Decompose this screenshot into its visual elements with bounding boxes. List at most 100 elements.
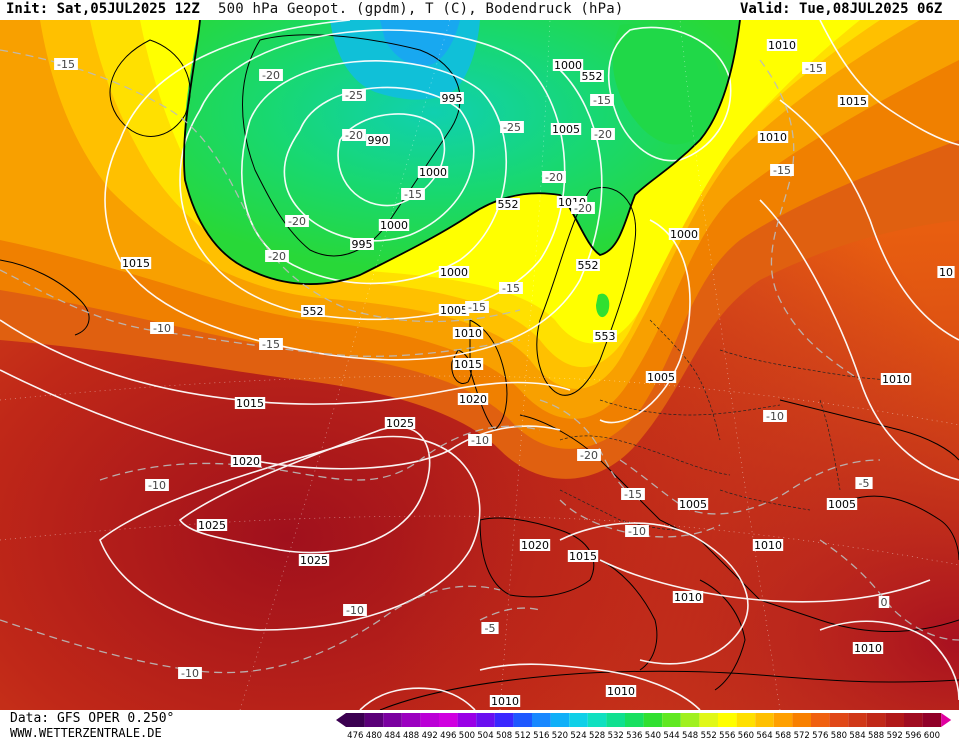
- legend-value-label: 568: [775, 731, 791, 739]
- isobar-label-box: [366, 134, 390, 146]
- isotherm-label-text: -15: [404, 188, 422, 201]
- isobar-label-box: [440, 92, 464, 104]
- graticule: [0, 20, 959, 710]
- isobar-label: 1025: [196, 519, 228, 532]
- isotherm-label-text: -20: [574, 202, 592, 215]
- isobar-label: 1025: [384, 417, 416, 430]
- isotherm-label: -10: [468, 434, 492, 447]
- isobar-label: 1000: [668, 228, 700, 241]
- trough-east-lobe: [612, 23, 722, 145]
- isobar-label-text: 10: [939, 266, 953, 279]
- isotherm-label-text: -15: [468, 301, 486, 314]
- isotherm-label-box: [401, 188, 425, 200]
- scandinavia-green-spot: [596, 293, 610, 318]
- isobar-label-text: 1005: [679, 498, 707, 511]
- isotherm-label: -20: [265, 250, 289, 263]
- isotherm-label: -10: [145, 479, 169, 492]
- isobar-label-text: 1005: [828, 498, 856, 511]
- legend-swatch: [904, 713, 923, 727]
- weather-map[interactable]: 1010100055299510151005990101010005521010…: [0, 20, 959, 710]
- isobar-label-box: [826, 498, 858, 510]
- isotherm-label-box: [265, 250, 289, 262]
- isobar-label-text: 1015: [454, 358, 482, 371]
- legend-swatch: [587, 713, 607, 727]
- isobar-label-text: 552: [578, 259, 599, 272]
- isobar-label-text: 1000: [440, 266, 468, 279]
- isobar-label-box: [350, 238, 374, 250]
- isobar-label-text: 1015: [569, 550, 597, 563]
- isobar-label: 1010: [489, 695, 521, 708]
- isobar-label-box: [645, 371, 677, 383]
- legend-value-label: 536: [626, 731, 642, 739]
- isobar-label: 990: [366, 134, 390, 147]
- isotherm-label-box: [342, 89, 366, 101]
- isobar-label-box: [417, 166, 449, 178]
- isobar-label: 1000: [378, 219, 410, 232]
- valid-time-label: Valid: Tue,08JUL2025 06Z: [740, 1, 943, 17]
- isobar-label: 1020: [519, 539, 551, 552]
- isotherm-label: -15: [259, 338, 283, 351]
- legend-swatch: [643, 713, 663, 727]
- isobar-label-text: 1010: [454, 327, 482, 340]
- country-borders: [559, 319, 901, 531]
- isobar-label-text: 1010: [854, 642, 882, 655]
- isobar-label-box: [298, 554, 330, 566]
- legend-value-label: 552: [701, 731, 717, 739]
- legend-value-label: 492: [422, 731, 438, 739]
- isobar-label-box: [580, 70, 604, 82]
- isobar-label-box: [301, 305, 325, 317]
- legend-value-label: 576: [812, 731, 828, 739]
- isotherm-label-text: -20: [594, 128, 612, 141]
- legend-swatch: [625, 713, 644, 727]
- legend-value-label: 584: [849, 731, 865, 739]
- isobar-label: 1010: [852, 642, 884, 655]
- isotherm-label-box: [878, 596, 890, 608]
- isobar-label: 1000: [552, 59, 584, 72]
- isobar-label-box: [378, 219, 410, 231]
- isotherm-label: -15: [401, 188, 425, 201]
- isobar-label-box: [593, 330, 617, 342]
- isotherm-label-text: -5: [485, 622, 496, 635]
- isobar-labels: 1010100055299510151005990101010005521010…: [120, 39, 955, 708]
- isotherm-label: -5: [481, 622, 499, 635]
- isotherm-label-box: [621, 488, 645, 500]
- isotherm-label-text: -15: [805, 62, 823, 75]
- isotherm-label: -20: [577, 449, 601, 462]
- legend-swatch: [773, 713, 793, 727]
- isotherm-label-box: [770, 164, 794, 176]
- isotherm-label-box: [343, 604, 367, 616]
- isotherm-label-box: [500, 121, 524, 133]
- isobar-label-text: 1015: [236, 397, 264, 410]
- isobar-label-text: 1010: [759, 131, 787, 144]
- isotherm-label-box: [465, 301, 489, 313]
- legend-value-label: 556: [719, 731, 735, 739]
- isotherm-label-box: [591, 128, 615, 140]
- isotherm-label: -20: [591, 128, 615, 141]
- map-header: Init: Sat,05JUL2025 12Z 500 hPa Geopot. …: [0, 0, 959, 20]
- website-label[interactable]: WWW.WETTERZENTRALE.DE: [10, 726, 162, 740]
- isotherm-label-box: [855, 477, 873, 489]
- isotherm-label-box: [625, 525, 649, 537]
- isobar-label-text: 1005: [440, 304, 468, 317]
- isotherm-label: -10: [150, 322, 174, 335]
- isobar-label-text: 1010: [607, 685, 635, 698]
- isotherm-label-box: [542, 171, 566, 183]
- isotherm-label-text: -25: [345, 89, 363, 102]
- isotherm-label-text: -10: [153, 322, 171, 335]
- isobar-label: 1010: [605, 685, 637, 698]
- isotherm-label-box: [763, 410, 787, 422]
- legend-value-label: 488: [403, 731, 419, 739]
- isotherms: [0, 49, 959, 674]
- legend-value-label: 504: [477, 731, 493, 739]
- isobar-label: 1005: [438, 304, 470, 317]
- isobar-label: 1015: [234, 397, 266, 410]
- isotherm-label-text: -20: [580, 449, 598, 462]
- isotherm-label-box: [499, 282, 523, 294]
- isobar-label: 552: [576, 259, 600, 272]
- legend-swatch: [364, 713, 384, 727]
- isobar-label-box: [552, 59, 584, 71]
- isobar-label-box: [489, 695, 521, 707]
- isotherm-label-box: [577, 449, 601, 461]
- isobar-label: 552: [580, 70, 604, 83]
- legend-value-label: 572: [794, 731, 810, 739]
